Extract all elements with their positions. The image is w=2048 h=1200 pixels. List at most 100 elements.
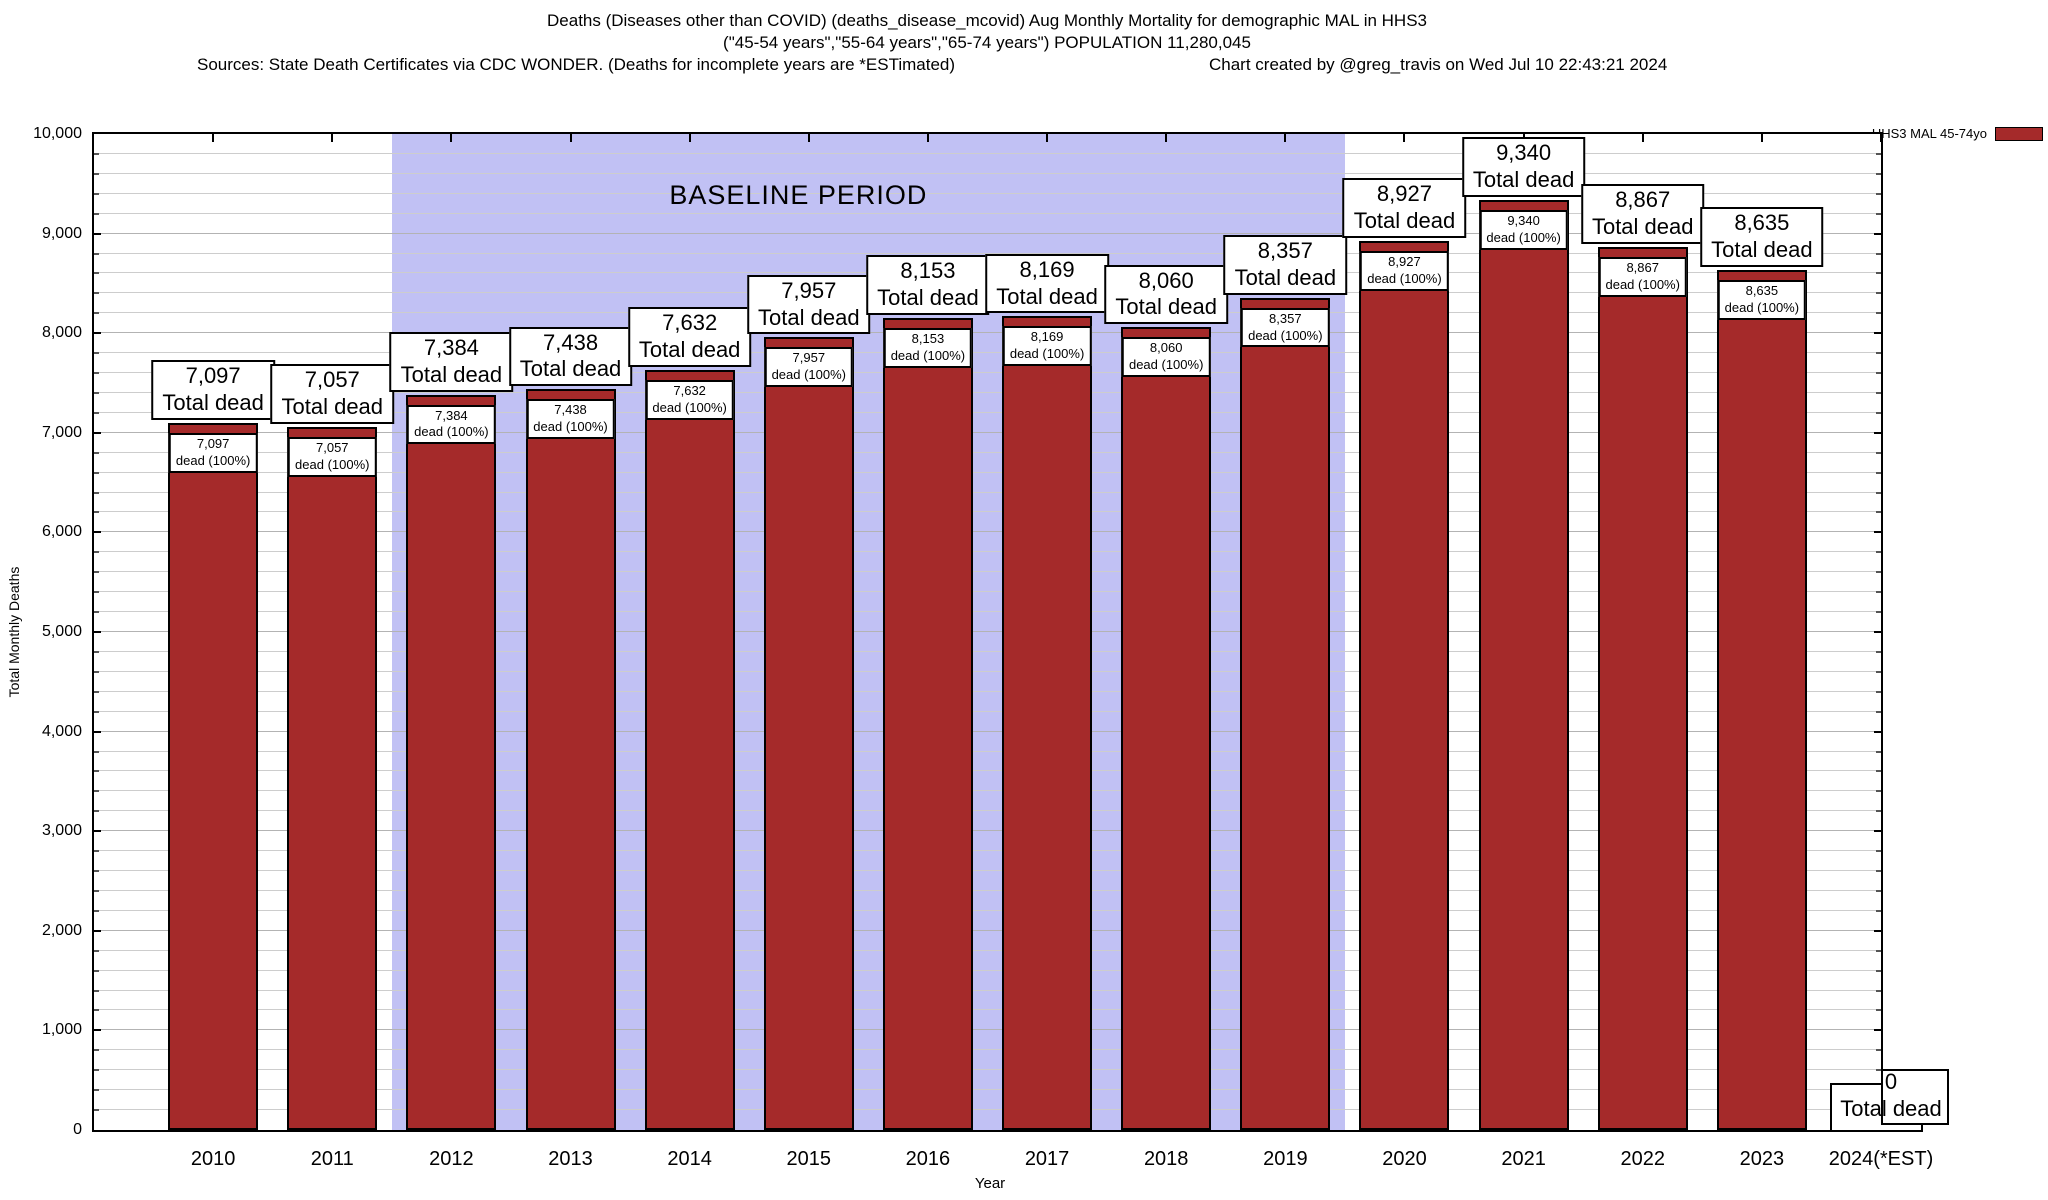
y-minor-tick xyxy=(94,252,99,255)
y-tick-label-5,000: 5,000 xyxy=(41,623,82,640)
y-major-tick xyxy=(94,431,101,434)
chart-title: Deaths (Diseases other than COVID) (deat… xyxy=(547,11,1427,30)
gridline xyxy=(94,790,1881,792)
y-minor-tick xyxy=(94,949,99,952)
gridline xyxy=(94,372,1881,374)
y-minor-tick xyxy=(1876,810,1881,813)
gridline xyxy=(94,909,1881,911)
y-major-tick xyxy=(94,830,101,833)
gridline xyxy=(94,1009,1881,1011)
x-tick-label-2018: 2018 xyxy=(1143,1148,1189,1170)
x-tick-label-2023: 2023 xyxy=(1739,1148,1785,1170)
y-minor-tick xyxy=(94,969,99,972)
gridline xyxy=(94,332,1881,334)
y-minor-tick xyxy=(94,312,99,315)
x-tick-label-2021: 2021 xyxy=(1501,1148,1546,1170)
bar-2023: 8,635 dead (100%) xyxy=(1716,269,1807,1130)
gridline xyxy=(94,770,1881,772)
gridline xyxy=(94,511,1881,513)
gridline xyxy=(94,750,1881,752)
x-tick-label-2013: 2013 xyxy=(548,1148,593,1170)
gridline xyxy=(94,1069,1881,1071)
y-major-tick xyxy=(94,631,101,633)
y-minor-tick xyxy=(1876,152,1881,155)
gridline xyxy=(94,949,1881,951)
bar-top-label-2023: 8,635 Total dead xyxy=(1700,207,1824,267)
bar-top-label-2020: 8,927 Total dead xyxy=(1342,178,1467,238)
y-minor-tick xyxy=(1876,770,1881,773)
gridline xyxy=(94,889,1881,891)
y-minor-tick xyxy=(94,690,99,693)
x-tick-top xyxy=(450,134,453,142)
y-minor-tick xyxy=(1876,212,1881,215)
gridline xyxy=(94,591,1881,593)
y-minor-tick xyxy=(1876,1009,1881,1012)
y-minor-tick xyxy=(1876,790,1881,793)
bar-2011: 7,057 dead (100%) xyxy=(287,427,378,1130)
gridline xyxy=(94,1109,1881,1111)
gridline xyxy=(94,730,1881,732)
y-major-tick xyxy=(1874,830,1881,833)
y-minor-tick xyxy=(1876,391,1881,394)
y-tick-label-6,000: 6,000 xyxy=(41,523,82,541)
x-tick-label-2020: 2020 xyxy=(1382,1148,1427,1170)
bar-top-label-2021: 9,340 Total dead xyxy=(1461,137,1586,197)
bar-inner-label-2013: 7,438 dead (100%) xyxy=(526,399,615,439)
y-minor-tick xyxy=(1876,551,1881,554)
y-minor-tick xyxy=(94,870,99,873)
bar-top-label-2014: 7,632 Total dead xyxy=(627,307,752,367)
y-minor-tick xyxy=(1876,889,1881,892)
x-tick-top xyxy=(1046,134,1049,142)
bar-top-label-2013: 7,438 Total dead xyxy=(508,326,633,387)
y-tick-label-0: 0 xyxy=(73,1121,82,1138)
gridline xyxy=(94,650,1881,652)
gridline xyxy=(94,152,1881,154)
plot-area: BASELINE PERIOD 7,097 dead (100%) 7,097 Tota… xyxy=(92,132,1949,1132)
gridline xyxy=(94,810,1881,812)
y-minor-tick xyxy=(94,1109,99,1112)
gridline xyxy=(94,252,1881,254)
y-minor-tick xyxy=(94,591,99,594)
y-minor-tick xyxy=(94,770,99,773)
gridline xyxy=(94,611,1881,613)
bar-top-label-2019: 8,357 Total dead xyxy=(1223,235,1348,295)
x-tick-label-2014: 2014 xyxy=(667,1148,712,1170)
y-tick-label-1,000: 1,000 xyxy=(41,1021,82,1039)
y-major-tick xyxy=(1874,730,1881,733)
y-minor-tick xyxy=(94,611,99,614)
gridline xyxy=(94,192,1881,194)
y-minor-tick xyxy=(94,1089,99,1092)
y-minor-tick xyxy=(94,571,99,574)
zero-bar-label-box-front xyxy=(1881,1069,1949,1125)
x-tick-label-2019: 2019 xyxy=(1263,1148,1308,1170)
y-minor-tick xyxy=(1876,690,1881,693)
y-minor-tick xyxy=(94,670,99,673)
chart-subtitle: ("45-54 years","55-64 years","65-74 year… xyxy=(723,33,1251,52)
bar-inner-label-2021: 9,340 dead (100%) xyxy=(1479,209,1568,250)
x-tick-label-2016: 2016 xyxy=(905,1148,951,1170)
bar-top-label-2012: 7,384 Total dead xyxy=(389,331,514,392)
y-major-tick xyxy=(94,232,101,235)
y-minor-tick xyxy=(1876,451,1881,454)
gridline xyxy=(94,571,1881,573)
legend: HHS3 MAL 45-74yo xyxy=(1872,126,2043,141)
gridline xyxy=(94,391,1881,393)
bar-2018: 8,060 dead (100%) xyxy=(1121,327,1212,1130)
bar-2012: 7,384 dead (100%) xyxy=(406,394,497,1130)
y-minor-tick xyxy=(94,192,99,195)
gridline xyxy=(94,850,1881,852)
y-minor-tick xyxy=(1876,511,1881,514)
gridline xyxy=(94,870,1881,872)
y-major-tick xyxy=(1874,1029,1881,1032)
gridline xyxy=(94,431,1881,433)
x-tick-top xyxy=(1760,134,1763,142)
bar-2022: 8,867 dead (100%) xyxy=(1597,246,1688,1130)
y-minor-tick xyxy=(94,750,99,753)
gridline xyxy=(94,232,1881,234)
y-minor-tick xyxy=(1876,909,1881,912)
y-minor-tick xyxy=(94,391,99,394)
y-minor-tick xyxy=(94,511,99,514)
y-major-tick xyxy=(94,1029,101,1032)
bar-2019: 8,357 dead (100%) xyxy=(1240,297,1331,1130)
